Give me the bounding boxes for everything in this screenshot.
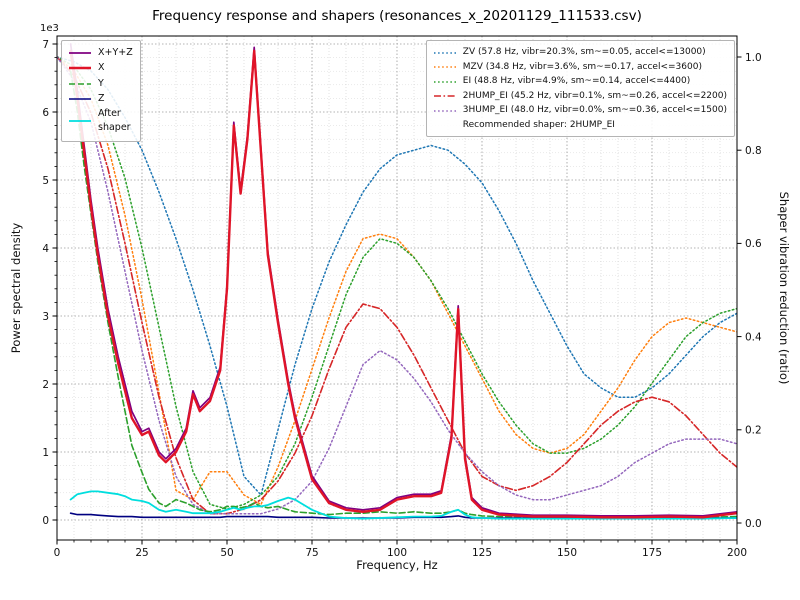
x-tick-label: 50: [220, 547, 233, 559]
legend-item-label: 2HUMP_EI (45.2 Hz, vibr=0.1%, sm~=0.26, …: [462, 90, 727, 101]
legend-line-sample: [69, 52, 91, 54]
legend-item: ZV (57.8 Hz, vibr=20.3%, sm~=0.05, accel…: [433, 46, 727, 60]
legend-item: 3HUMP_EI (48.0 Hz, vibr=0.0%, sm~=0.36, …: [433, 104, 727, 118]
legend-item-label: Z: [98, 92, 105, 104]
ticks: 0 25 50 75 100 125 150 175 200 0 1 2 3 4 5 6 7 0.0 0.2 0.4 0…: [42, 39, 762, 559]
left-y-tick-label: 7: [42, 39, 49, 51]
x-tick-label: 150: [557, 547, 577, 559]
legend-line-sample: [433, 110, 456, 112]
legend-item-label: 3HUMP_EI (48.0 Hz, vibr=0.0%, sm~=0.36, …: [462, 105, 727, 115]
legend-line-sample: [69, 82, 91, 85]
legend-shapers: ZV (57.8 Hz, vibr=20.3%, sm~=0.05, accel…: [425, 40, 735, 137]
x-tick-label: 100: [387, 547, 407, 559]
right-y-tick-label: 0.6: [745, 238, 762, 250]
legend-line-sample: [433, 66, 456, 68]
legend-item: X: [68, 61, 133, 75]
left-y-tick-label: 5: [42, 175, 49, 187]
series-x: [69, 49, 737, 519]
legend-line-sample: [433, 81, 456, 83]
right-y-tick-label: 0.0: [745, 518, 762, 530]
x-tick-label: 25: [135, 547, 148, 559]
x-tick-label: 125: [472, 547, 492, 559]
series-group: [57, 43, 737, 520]
series-zv: [57, 56, 737, 496]
legend-line-sample: [433, 95, 456, 98]
legend-item: X+Y+Z: [68, 46, 133, 60]
right-y-tick-label: 1.0: [745, 52, 762, 64]
legend-item: EI (48.8 Hz, vibr=4.9%, sm~=0.14, accel<…: [433, 75, 727, 89]
x-tick-label: 175: [642, 547, 662, 559]
left-y-tick-label: 6: [42, 107, 49, 119]
legend-item: Y: [68, 77, 133, 91]
axis-offset-text: 1e3: [40, 23, 59, 34]
legend-line-sample: [69, 120, 91, 123]
legend-item-label: After shaper: [98, 108, 131, 134]
legend-item: Z: [68, 92, 133, 106]
right-y-tick-label: 0.4: [745, 331, 762, 343]
legend-traces: X+Y+Z X Y Z After shaper: [61, 40, 141, 142]
legend-item-label: MZV (34.8 Hz, vibr=3.6%, sm~=0.17, accel…: [462, 61, 702, 72]
chart-title: Frequency response and shapers (resonanc…: [152, 8, 642, 24]
right-y-axis-label: Shaper vibration reduction (ratio): [777, 191, 791, 385]
right-y-tick-label: 0.2: [745, 425, 762, 437]
x-tick-label: 75: [305, 547, 318, 559]
legend-note: Recommended shaper: 2HUMP_EI: [462, 119, 615, 130]
left-y-tick-label: 0: [42, 515, 49, 527]
legend-item: MZV (34.8 Hz, vibr=3.6%, sm~=0.17, accel…: [433, 61, 727, 75]
legend-item-label: Y: [98, 77, 104, 89]
left-y-axis-label: Power spectral density: [9, 222, 23, 354]
legend-item-label: X: [98, 62, 105, 74]
series-2hump_ei: [57, 56, 737, 515]
legend-line-sample: [69, 67, 91, 70]
series-ei: [57, 56, 737, 510]
legend-item-label: EI (48.8 Hz, vibr=4.9%, sm~=0.14, accel<…: [462, 76, 691, 86]
left-y-tick-label: 4: [42, 243, 49, 255]
legend-item: 2HUMP_EI (45.2 Hz, vibr=0.1%, sm~=0.26, …: [433, 90, 727, 104]
x-tick-label: 0: [54, 547, 61, 559]
x-tick-label: 200: [727, 547, 747, 559]
legend-item: After shaper: [68, 107, 133, 136]
legend-line-sample: [69, 98, 91, 100]
left-y-tick-label: 3: [42, 311, 49, 323]
legend-item-label: ZV (57.8 Hz, vibr=20.3%, sm~=0.05, accel…: [462, 47, 706, 57]
left-y-tick-label: 1: [42, 447, 49, 459]
legend-line-sample: [433, 52, 456, 54]
right-y-tick-label: 0.8: [745, 145, 762, 157]
series-y: [69, 70, 737, 519]
legend-item-label: X+Y+Z: [98, 47, 133, 58]
series-after-shaper: [69, 490, 737, 520]
left-y-tick-label: 2: [42, 379, 49, 391]
x-axis-label: Frequency, Hz: [356, 558, 438, 572]
